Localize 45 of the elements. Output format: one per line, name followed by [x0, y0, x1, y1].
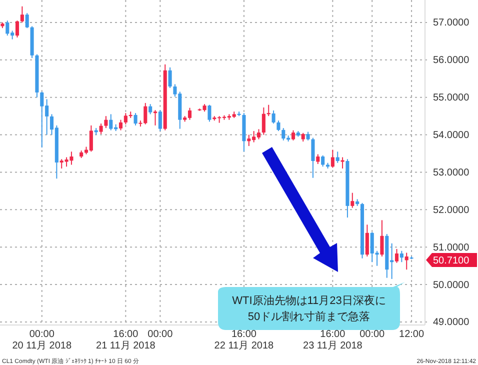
candlestick	[404, 252, 408, 270]
x-tick-label: 00:00	[148, 329, 174, 340]
candlestick	[276, 120, 280, 132]
candlestick	[400, 250, 404, 263]
candlestick	[158, 110, 162, 132]
x-tick-label: 00:00 20 11月 2018	[12, 329, 72, 352]
candlestick	[272, 110, 276, 124]
y-tick-label: 53.0000	[433, 167, 470, 178]
candlestick	[365, 224, 369, 257]
candlestick	[25, 12, 29, 29]
candlestick	[321, 154, 325, 168]
y-tick-label: 51.0000	[433, 242, 470, 254]
candlestick	[380, 220, 384, 257]
annotation: WTI原油先物は11月23日深夜に 50ドル割れ寸前まで急落	[232, 294, 386, 323]
candlestick	[134, 112, 138, 126]
y-tick-label: 52.0000	[433, 204, 470, 216]
candlestick	[336, 151, 340, 164]
y-tick-label: 49.0000	[433, 317, 470, 328]
candlestick	[316, 154, 320, 164]
text: 50.7100	[433, 255, 470, 266]
candlestick	[311, 137, 315, 178]
candlestick	[148, 104, 152, 115]
candlestick	[153, 110, 158, 126]
candlestick	[168, 66, 172, 88]
y-tick-label: 57.0000	[433, 18, 470, 29]
y-tick-label: 50.0000	[433, 280, 470, 291]
candlestick	[350, 192, 354, 208]
candlestick	[15, 20, 20, 38]
candlestick	[291, 130, 296, 141]
candlestick	[340, 156, 344, 169]
x-tick-label: 16:00 22 11月 2018	[214, 329, 274, 352]
candlestick	[144, 102, 148, 125]
candlestick	[208, 104, 212, 122]
candlestick	[262, 106, 266, 136]
candlestick	[20, 6, 24, 23]
candlestick	[394, 248, 399, 264]
x-tick-label: 00:00	[360, 329, 386, 340]
x-tick-label: 12:00	[399, 329, 424, 340]
y-tick-label: 54.0000	[433, 130, 470, 141]
y-tick-label: 55.0000	[433, 92, 470, 104]
candlestick	[118, 119, 123, 131]
candlestick	[330, 149, 334, 168]
candlestick	[104, 116, 108, 129]
y-tick-label: 56.0000	[433, 55, 470, 66]
candlestick	[99, 123, 103, 135]
